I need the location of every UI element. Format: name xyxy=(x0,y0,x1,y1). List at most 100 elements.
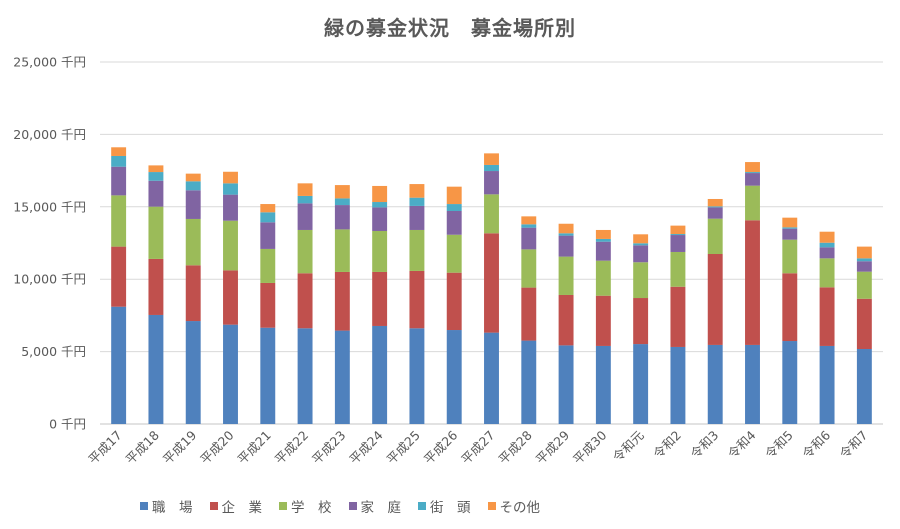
bar-segment xyxy=(633,298,649,345)
bar-segment xyxy=(856,258,872,262)
bar-stack xyxy=(185,173,201,424)
bar-segment xyxy=(707,344,723,424)
bar-segment xyxy=(223,220,238,271)
x-tick-label: 平成22 xyxy=(272,428,312,468)
bar-segment xyxy=(111,246,127,307)
bar-segment xyxy=(260,204,276,213)
legend-swatch xyxy=(487,502,496,510)
legend-label: 街 頭 xyxy=(430,500,471,516)
bar-segment xyxy=(334,205,350,230)
bar-segment xyxy=(633,234,649,244)
bar-segment xyxy=(223,324,238,424)
bar-stack xyxy=(297,183,313,424)
x-tick-label: 令和元 xyxy=(610,428,647,465)
bar-segment xyxy=(148,172,164,181)
legend-item: その他 xyxy=(487,496,540,516)
bar-segment xyxy=(707,198,723,207)
bar-segment xyxy=(670,286,686,347)
bar-segment xyxy=(856,298,872,349)
bar-segment xyxy=(297,183,313,196)
bar-segment xyxy=(745,173,760,186)
bar-stack xyxy=(111,147,127,424)
bar-segment xyxy=(372,207,388,231)
bar-segment xyxy=(409,328,425,424)
x-tick-label: 平成20 xyxy=(197,427,237,467)
bar-segment xyxy=(670,234,686,236)
y-tick-label: 10,000 千円 xyxy=(13,272,86,287)
bar-segment xyxy=(372,185,388,203)
bar-segment xyxy=(558,345,574,424)
bar-segment xyxy=(148,258,164,315)
bar-segment xyxy=(521,340,537,424)
bar-segment xyxy=(185,321,201,424)
bar-segment xyxy=(633,262,649,299)
legend-swatch xyxy=(140,502,148,510)
bar-segment xyxy=(185,265,201,322)
bar-segment xyxy=(446,234,462,273)
bar-segment xyxy=(260,327,276,424)
chart-title: 緑の募金状況 募金場所別 xyxy=(324,16,576,40)
bar-segment xyxy=(670,346,686,424)
legend-item: 街 頭 xyxy=(418,496,471,516)
bar-segment xyxy=(446,186,462,205)
y-axis-ticks: 0 千円 5,000 千円 10,000 千円 15,000 千円 20,000 千円 2… xyxy=(13,55,86,432)
x-tick-label: 平成25 xyxy=(384,428,424,468)
bar-segment xyxy=(484,194,499,234)
bar-stack xyxy=(446,186,462,424)
bar-stack xyxy=(707,198,723,424)
x-tick-label: 令和2 xyxy=(650,428,684,462)
bar-stack xyxy=(409,184,425,424)
bar-stack xyxy=(521,216,537,424)
bar-segment xyxy=(409,197,425,206)
bar-segment xyxy=(558,235,574,257)
bar-segment xyxy=(595,241,611,261)
bar-segment xyxy=(745,172,760,174)
bar-segment xyxy=(111,155,127,167)
x-axis-ticks: 平成17平成18平成19平成20平成21平成22平成23平成24平成25平成26… xyxy=(85,427,870,467)
bar-segment xyxy=(446,272,462,331)
legend-item: 企 業 xyxy=(209,496,263,516)
bar-segment xyxy=(409,270,425,329)
bar-segment xyxy=(558,256,574,295)
bar-stack xyxy=(633,234,649,424)
legend: 職 場 企 業 学 校 家 庭 街 頭 その他 xyxy=(140,496,557,516)
bar-stack xyxy=(856,246,872,424)
bar-segment xyxy=(148,206,164,259)
bar-segment xyxy=(595,345,611,424)
bar-segment xyxy=(633,243,649,246)
y-tick-label: 15,000 千円 xyxy=(13,199,86,214)
bar-segment xyxy=(372,325,388,424)
legend-swatch xyxy=(279,502,287,510)
x-tick-label: 平成23 xyxy=(309,428,349,468)
bar-segment xyxy=(260,222,276,249)
bar-segment xyxy=(819,242,835,248)
bar-segment xyxy=(707,218,723,255)
bar-segment xyxy=(670,225,686,235)
bar-segment xyxy=(521,216,537,225)
bar-segment xyxy=(745,162,760,173)
x-tick-label: 令和4 xyxy=(725,427,759,461)
bar-segment xyxy=(707,207,723,219)
legend-swatch xyxy=(418,502,426,510)
bar-segment xyxy=(595,238,611,242)
bar-segment xyxy=(111,306,127,424)
bar-segment xyxy=(484,332,499,424)
legend-label: 企 業 xyxy=(221,500,263,516)
bar-segment xyxy=(111,195,127,247)
legend-swatch xyxy=(209,502,218,510)
bar-segment xyxy=(521,287,537,341)
bar-segment xyxy=(558,223,574,234)
bar-segment xyxy=(819,345,835,424)
legend-item: 職 場 xyxy=(140,496,193,516)
bar-segment xyxy=(148,180,164,207)
legend-label: 職 場 xyxy=(152,500,193,516)
bar-segment xyxy=(334,198,350,206)
bar-stack xyxy=(819,231,835,424)
bar-segment xyxy=(260,248,276,283)
bar-segment xyxy=(297,328,313,424)
bar-segment xyxy=(670,235,686,252)
bar-segment xyxy=(409,229,425,271)
y-tick-label: 0 千円 xyxy=(49,417,86,432)
bar-segment xyxy=(334,330,350,424)
